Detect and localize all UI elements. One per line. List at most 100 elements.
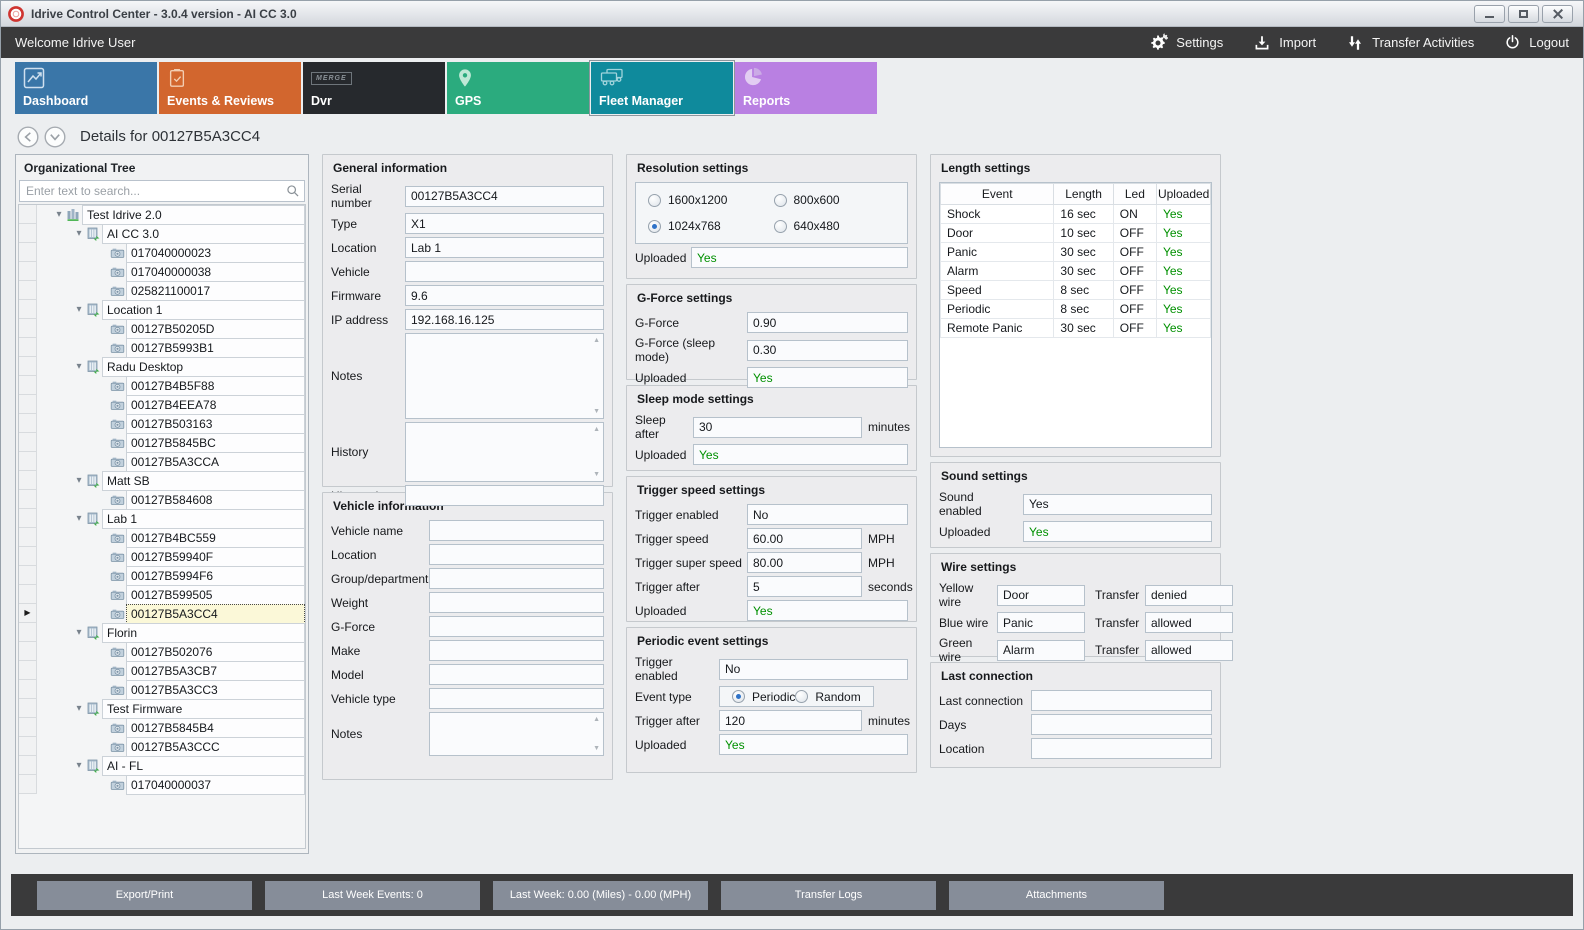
tree-item[interactable]: 017040000037	[19, 775, 305, 795]
field-value[interactable]: Yes	[693, 444, 908, 465]
expander-icon[interactable]: ▾	[76, 760, 82, 771]
tree-item[interactable]: 025821100017	[19, 281, 305, 301]
field-value[interactable]	[429, 592, 604, 613]
field-value[interactable]: Yes	[691, 247, 908, 268]
tree-item[interactable]: ▾ Location 1	[19, 300, 305, 320]
radio-icon[interactable]	[773, 193, 787, 207]
settings-button[interactable]: Settings	[1148, 32, 1223, 53]
radio-icon[interactable]	[648, 193, 661, 207]
field-value[interactable]: ▲ ▼	[405, 333, 604, 419]
field-value[interactable]: Yes	[719, 734, 908, 755]
expander-icon[interactable]: ▾	[76, 361, 82, 372]
last-week-events-button[interactable]: Last Week Events: 0	[265, 880, 480, 910]
radio-selected-icon[interactable]	[648, 219, 661, 233]
logout-button[interactable]: Logout	[1504, 34, 1569, 51]
tree-item[interactable]: ▾ Matt SB	[19, 471, 305, 491]
field-value[interactable]	[429, 520, 604, 541]
tree-item[interactable]: 00127B502076	[19, 642, 305, 662]
tree-item[interactable]: 00127B4B5F88	[19, 376, 305, 396]
wire-value[interactable]: Alarm	[997, 639, 1085, 661]
export-print-button[interactable]: Export/Print	[37, 880, 252, 910]
expander-icon[interactable]: ▾	[76, 228, 82, 239]
collapse-button[interactable]	[44, 125, 66, 148]
tab-reports[interactable]: Reports	[735, 62, 877, 114]
tree-item[interactable]: ▾ Test Idrive 2.0	[19, 205, 305, 225]
field-value[interactable]: X1	[405, 213, 604, 234]
field-value[interactable]	[405, 261, 604, 282]
field-value[interactable]: 80.00	[747, 552, 862, 573]
field-value[interactable]: Yes	[1023, 493, 1212, 515]
tree-item[interactable]: 00127B5994F6	[19, 566, 305, 586]
tab-fleet-manager[interactable]: Fleet Manager	[589, 60, 735, 116]
radio-icon[interactable]	[773, 219, 787, 233]
transfer-value[interactable]: denied	[1145, 584, 1233, 606]
field-value[interactable]: 30	[693, 416, 862, 438]
transfer-value[interactable]: allowed	[1145, 612, 1233, 633]
field-value[interactable]: 60.00	[747, 528, 862, 549]
tree-item[interactable]: ▾ AI - FL	[19, 756, 305, 776]
radio-option[interactable]: Periodic	[732, 690, 795, 704]
maximize-button[interactable]	[1508, 4, 1539, 23]
tree-item[interactable]: 00127B4BC559	[19, 528, 305, 548]
search-input[interactable]	[19, 180, 305, 202]
field-value[interactable]: ▲ ▼	[405, 422, 604, 482]
import-button[interactable]: Import	[1253, 34, 1316, 52]
field-value[interactable]: 5	[747, 576, 862, 597]
wire-value[interactable]: Door	[997, 584, 1085, 606]
expander-icon[interactable]: ▾	[56, 209, 62, 220]
radio-option[interactable]: 1600x1200	[648, 193, 770, 207]
field-value[interactable]	[429, 640, 604, 661]
radio-option[interactable]: 640x480	[773, 219, 896, 233]
tree-item[interactable]: 00127B5993B1	[19, 338, 305, 358]
tree-item[interactable]: 00127B584608	[19, 490, 305, 510]
last-week-summary-button[interactable]: Last Week: 0.00 (Miles) - 0.00 (MPH)	[493, 880, 708, 910]
radio-option[interactable]: 1024x768	[648, 219, 770, 233]
field-value[interactable]: 192.168.16.125	[405, 309, 604, 330]
minimize-button[interactable]	[1474, 4, 1505, 23]
tree-item[interactable]: 00127B5845BC	[19, 433, 305, 453]
radio-icon[interactable]	[795, 690, 809, 703]
tree-item[interactable]: 00127B5A3CCC	[19, 737, 305, 757]
back-button[interactable]	[17, 125, 39, 148]
tree-item[interactable]: 00127B4EEA78	[19, 395, 305, 415]
tree-item[interactable]: 00127B5A3CB7	[19, 661, 305, 681]
tab-gps[interactable]: GPS	[447, 62, 589, 114]
tree-item[interactable]: 00127B5845B4	[19, 718, 305, 738]
field-value[interactable]	[429, 664, 604, 685]
tree-item[interactable]: 00127B5A3CC3	[19, 680, 305, 700]
expander-icon[interactable]: ▾	[76, 513, 82, 524]
tree-item[interactable]: 00127B59940F	[19, 547, 305, 567]
field-value[interactable]: Lab 1	[405, 237, 604, 258]
radio-selected-icon[interactable]	[732, 690, 745, 703]
field-value[interactable]: ▲ ▼	[429, 712, 604, 756]
field-value[interactable]: 120	[719, 710, 862, 731]
tree-item[interactable]: ▾ Test Firmware	[19, 699, 305, 719]
tree-item[interactable]: ▾ Lab 1	[19, 509, 305, 529]
field-value[interactable]	[429, 616, 604, 637]
close-button[interactable]	[1542, 4, 1573, 23]
transfer-logs-button[interactable]: Transfer Logs	[721, 880, 936, 910]
field-value[interactable]: No	[747, 504, 908, 525]
field-value[interactable]	[429, 544, 604, 565]
tab-dvr[interactable]: MERGE Dvr	[303, 62, 445, 114]
wire-value[interactable]: Panic	[997, 612, 1085, 633]
field-value[interactable]	[1031, 690, 1212, 711]
transfer-activities-button[interactable]: Transfer Activities	[1346, 34, 1474, 52]
tree-item[interactable]: 00127B50205D	[19, 319, 305, 339]
field-value[interactable]	[429, 568, 604, 589]
tree-item[interactable]: 017040000038	[19, 262, 305, 282]
tree-item[interactable]: ▾ AI CC 3.0	[19, 224, 305, 244]
field-value[interactable]: Yes	[747, 600, 908, 621]
tree-item[interactable]: ▾ Radu Desktop	[19, 357, 305, 377]
field-value[interactable]: Yes	[747, 367, 908, 388]
tree-item[interactable]: 00127B599505	[19, 585, 305, 605]
tree-item[interactable]: 00127B503163	[19, 414, 305, 434]
tree-item[interactable]: 00127B5A3CCA	[19, 452, 305, 472]
radio-option[interactable]: 800x600	[773, 193, 896, 207]
transfer-value[interactable]: allowed	[1145, 639, 1233, 661]
attachments-button[interactable]: Attachments	[949, 880, 1164, 910]
expander-icon[interactable]: ▾	[76, 475, 82, 486]
field-value[interactable]: 0.90	[747, 312, 908, 333]
field-value[interactable]: No	[719, 658, 908, 680]
field-value[interactable]	[1031, 714, 1212, 735]
